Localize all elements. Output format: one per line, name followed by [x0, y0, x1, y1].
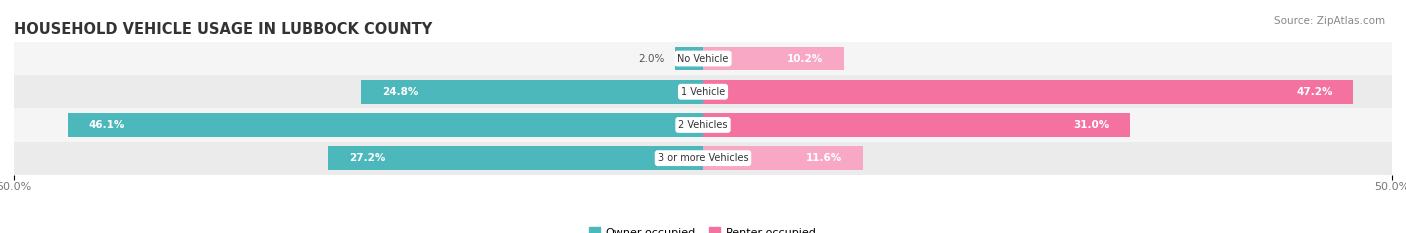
- Text: 1 Vehicle: 1 Vehicle: [681, 87, 725, 97]
- Bar: [14, 141, 1392, 175]
- Bar: [361, 80, 703, 104]
- Bar: [675, 47, 703, 71]
- Text: Source: ZipAtlas.com: Source: ZipAtlas.com: [1274, 16, 1385, 26]
- Text: 10.2%: 10.2%: [786, 54, 823, 64]
- Bar: [703, 113, 1130, 137]
- Bar: [328, 146, 703, 170]
- Text: HOUSEHOLD VEHICLE USAGE IN LUBBOCK COUNTY: HOUSEHOLD VEHICLE USAGE IN LUBBOCK COUNT…: [14, 22, 432, 37]
- Bar: [67, 113, 703, 137]
- Text: 46.1%: 46.1%: [89, 120, 125, 130]
- Text: 24.8%: 24.8%: [382, 87, 419, 97]
- Bar: [14, 108, 1392, 141]
- Text: 47.2%: 47.2%: [1296, 87, 1333, 97]
- Bar: [14, 75, 1392, 108]
- Text: 31.0%: 31.0%: [1073, 120, 1109, 130]
- Text: 3 or more Vehicles: 3 or more Vehicles: [658, 153, 748, 163]
- Text: No Vehicle: No Vehicle: [678, 54, 728, 64]
- Text: 11.6%: 11.6%: [806, 153, 842, 163]
- Text: 2 Vehicles: 2 Vehicles: [678, 120, 728, 130]
- Bar: [703, 47, 844, 71]
- Bar: [703, 146, 863, 170]
- Bar: [703, 80, 1354, 104]
- Text: 27.2%: 27.2%: [349, 153, 385, 163]
- Legend: Owner-occupied, Renter-occupied: Owner-occupied, Renter-occupied: [585, 223, 821, 233]
- Bar: [14, 42, 1392, 75]
- Text: 2.0%: 2.0%: [638, 54, 665, 64]
